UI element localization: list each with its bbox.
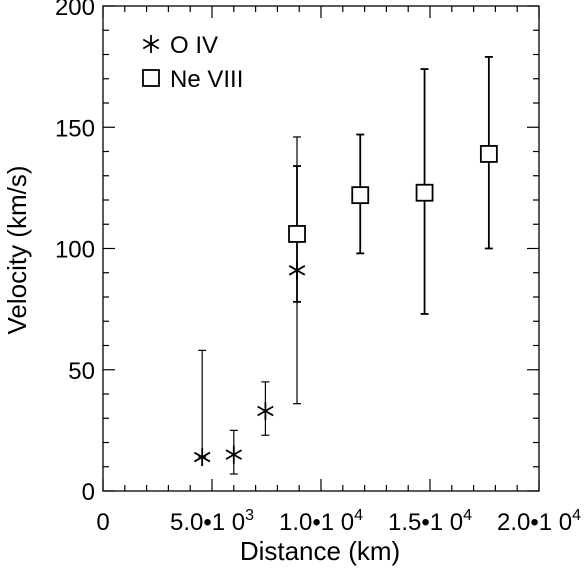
data-point — [193, 349, 211, 467]
legend-item: Ne VIII — [142, 66, 243, 93]
data-point — [225, 429, 243, 475]
y-tick-label: 50 — [68, 358, 95, 385]
asterisk-marker — [193, 448, 211, 467]
asterisk-marker — [257, 401, 274, 420]
asterisk-marker — [142, 35, 160, 53]
asterisk-stroke — [225, 449, 243, 460]
square-marker — [288, 225, 306, 243]
y-axis-ticks: 0 50 100 150 200 — [55, 0, 539, 506]
asterisk-stroke — [257, 405, 274, 417]
series-ne-viii — [288, 56, 498, 315]
square-marker — [142, 69, 160, 87]
x-axis-label: Distance (km) — [240, 536, 400, 566]
x-tick-label: 2.0•1 04 — [497, 507, 581, 536]
x-axis-ticks: 0 5.0•1 03 1.0•1 04 1.5•1 04 2.0•1 04 — [96, 6, 581, 536]
data-point — [479, 56, 498, 250]
legend: O IV Ne VIII — [142, 32, 243, 93]
y-tick-label: 100 — [55, 237, 95, 264]
data-point — [351, 133, 370, 255]
square-marker — [351, 186, 370, 205]
data-point — [288, 165, 306, 303]
square-marker — [415, 183, 434, 202]
asterisk-stroke — [142, 38, 160, 50]
square-marker — [479, 145, 498, 163]
x-tick-label: 1.5•1 04 — [388, 507, 472, 536]
asterisk-stroke — [193, 451, 211, 463]
data-point — [415, 68, 434, 315]
legend-label: Ne VIII — [170, 66, 243, 93]
x-tick-label: 5.0•1 03 — [170, 507, 254, 536]
asterisk-marker — [225, 445, 243, 464]
x-tick-label: 1.0•1 04 — [279, 507, 363, 536]
data-point — [257, 381, 274, 436]
y-tick-label: 200 — [55, 0, 95, 21]
legend-item: O IV — [142, 32, 218, 59]
legend-label: O IV — [170, 32, 218, 59]
y-tick-label: 0 — [82, 479, 95, 506]
series-layer — [193, 56, 498, 475]
x-tick-label: 0 — [96, 509, 109, 536]
y-tick-label: 150 — [55, 115, 95, 142]
y-axis-label: Velocity (km/s) — [2, 165, 32, 334]
